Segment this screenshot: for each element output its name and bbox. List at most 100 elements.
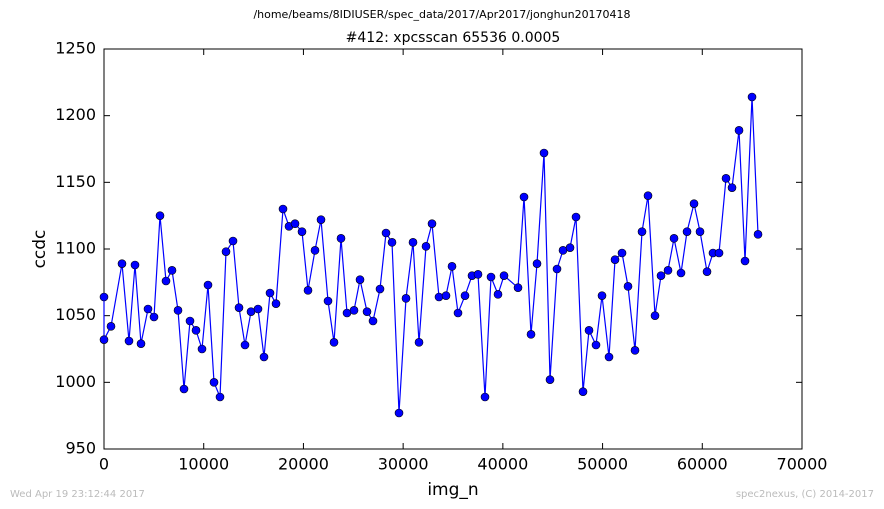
data-point <box>155 211 165 220</box>
data-point <box>278 204 288 214</box>
data-point <box>663 266 673 275</box>
data-point <box>565 243 575 252</box>
data-point <box>526 330 536 339</box>
x-tick-label: 50000 <box>577 455 628 474</box>
y-tick-label: 1000 <box>55 372 96 391</box>
data-point <box>753 230 763 239</box>
data-point <box>727 183 737 192</box>
footer-date: Wed Apr 19 23:12:44 2017 <box>10 489 145 500</box>
data-point <box>650 311 660 320</box>
data-point <box>401 294 411 303</box>
data-point <box>447 262 457 271</box>
x-axis-label: img_n <box>427 480 478 500</box>
data-point <box>106 322 116 331</box>
data-point <box>349 306 359 315</box>
data-point <box>597 291 607 300</box>
data-point <box>493 290 503 299</box>
x-tick-label: 0 <box>99 455 109 474</box>
data-point <box>265 288 275 298</box>
data-point <box>414 338 424 347</box>
data-point <box>323 296 333 306</box>
data-point <box>228 236 238 246</box>
data-point <box>656 271 666 280</box>
data-point <box>453 308 463 318</box>
data-point <box>316 215 326 224</box>
data-point <box>290 219 300 228</box>
data-point <box>143 304 153 314</box>
data-point <box>297 227 307 236</box>
data-point <box>630 346 640 355</box>
data-point <box>130 260 140 270</box>
data-point <box>191 326 201 335</box>
data-point <box>271 299 281 308</box>
data-point <box>149 312 159 322</box>
y-tick-label: 1100 <box>55 239 96 258</box>
data-point <box>303 286 313 295</box>
data-point <box>604 352 614 362</box>
data-point <box>539 148 549 158</box>
y-tick-label: 1050 <box>55 305 96 324</box>
data-point <box>99 292 109 302</box>
data-point <box>545 375 555 384</box>
data-point <box>375 284 385 294</box>
data-point <box>221 247 231 256</box>
data-point <box>215 392 225 402</box>
data-point <box>676 268 686 278</box>
data-point <box>682 227 692 236</box>
data-point <box>578 387 588 396</box>
data-point <box>486 272 496 282</box>
data-point <box>499 271 509 280</box>
data-point <box>197 344 207 354</box>
data-point <box>355 275 365 284</box>
data-point <box>519 192 529 202</box>
data-point <box>394 408 404 418</box>
data-point <box>310 246 320 255</box>
data-point <box>747 92 757 102</box>
chart-title: #412: xpcsscan 65536 0.0005 <box>346 30 561 46</box>
data-point <box>643 191 653 200</box>
data-point <box>689 199 699 208</box>
y-tick-label: 1200 <box>55 105 96 124</box>
data-point <box>240 340 250 350</box>
x-tick-label: 20000 <box>278 455 329 474</box>
chart-header: /home/beams/8IDIUSER/spec_data/2017/Apr2… <box>253 8 630 21</box>
data-point <box>336 234 346 243</box>
y-tick-label: 950 <box>65 439 96 458</box>
data-point <box>734 126 744 135</box>
data-point <box>714 248 724 258</box>
data-point <box>179 384 189 394</box>
data-point <box>161 276 171 286</box>
data-point <box>185 316 195 326</box>
data-point <box>441 291 451 300</box>
data-line <box>103 96 759 414</box>
data-point <box>203 280 213 290</box>
data-point <box>460 291 470 300</box>
data-point <box>532 259 542 268</box>
data-point <box>167 266 177 275</box>
data-point <box>387 238 397 247</box>
data-point <box>368 316 378 326</box>
x-tick-label: 40000 <box>477 455 528 474</box>
data-point <box>623 282 633 291</box>
data-point <box>610 255 620 264</box>
data-point <box>234 303 244 312</box>
data-point <box>408 238 418 247</box>
data-point <box>362 307 372 316</box>
data-point <box>695 227 705 236</box>
data-point <box>584 326 594 335</box>
data-point <box>259 352 269 362</box>
x-tick-label: 10000 <box>178 455 229 474</box>
plot-frame <box>103 48 803 450</box>
data-point <box>552 264 562 274</box>
data-point <box>721 174 731 183</box>
data-point <box>702 267 712 276</box>
footer-credit: spec2nexus, (C) 2014-2017 <box>736 489 874 500</box>
data-point <box>381 228 391 238</box>
data-point <box>421 242 431 251</box>
data-point <box>434 292 444 302</box>
data-point <box>117 259 127 268</box>
data-point <box>637 227 647 236</box>
data-point <box>740 256 750 266</box>
data-point <box>617 248 627 258</box>
